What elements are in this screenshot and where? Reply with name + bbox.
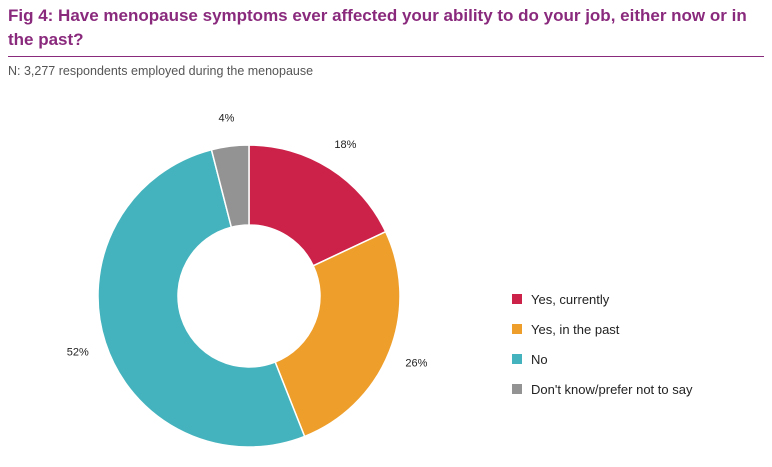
slice-yes-currently [248,144,387,267]
data-label-yes-in-the-past: 26% [405,357,427,369]
legend-swatch [512,354,522,364]
slice-yes-in-the-past [274,230,401,438]
chart-subtitle: N: 3,277 respondents employed during the… [8,64,314,78]
title-divider [8,56,764,57]
legend-item-no: No [512,344,692,374]
chart-legend: Yes, currently Yes, in the past No Don't kn… [512,284,692,404]
data-label-yes-currently: 18% [334,139,356,151]
legend-label: Don't know/prefer not to say [531,381,693,397]
legend-label: Yes, in the past [531,321,620,337]
legend-swatch [512,294,522,304]
slice-labels: 18% 26% 52% 4% [67,112,428,369]
legend-item-don-t-know-prefer-not-to-say: Don't know/prefer not to say [512,374,692,404]
legend-item-yes-currently: Yes, currently [512,284,692,314]
legend-label: Yes, currently [531,291,610,307]
legend-swatch [512,324,522,334]
legend-swatch [512,384,522,394]
donut-slices [97,144,401,448]
legend-label: No [531,351,548,367]
data-label-don-t-know-prefer-not-to-say: 4% [218,112,234,124]
legend-item-yes-in-the-past: Yes, in the past [512,314,692,344]
data-label-no: 52% [67,347,89,359]
chart-title: Fig 4: Have menopause symptoms ever affe… [8,6,747,49]
slice-don-t-know-prefer-not-to-say [210,144,250,229]
slice-no [97,148,306,448]
